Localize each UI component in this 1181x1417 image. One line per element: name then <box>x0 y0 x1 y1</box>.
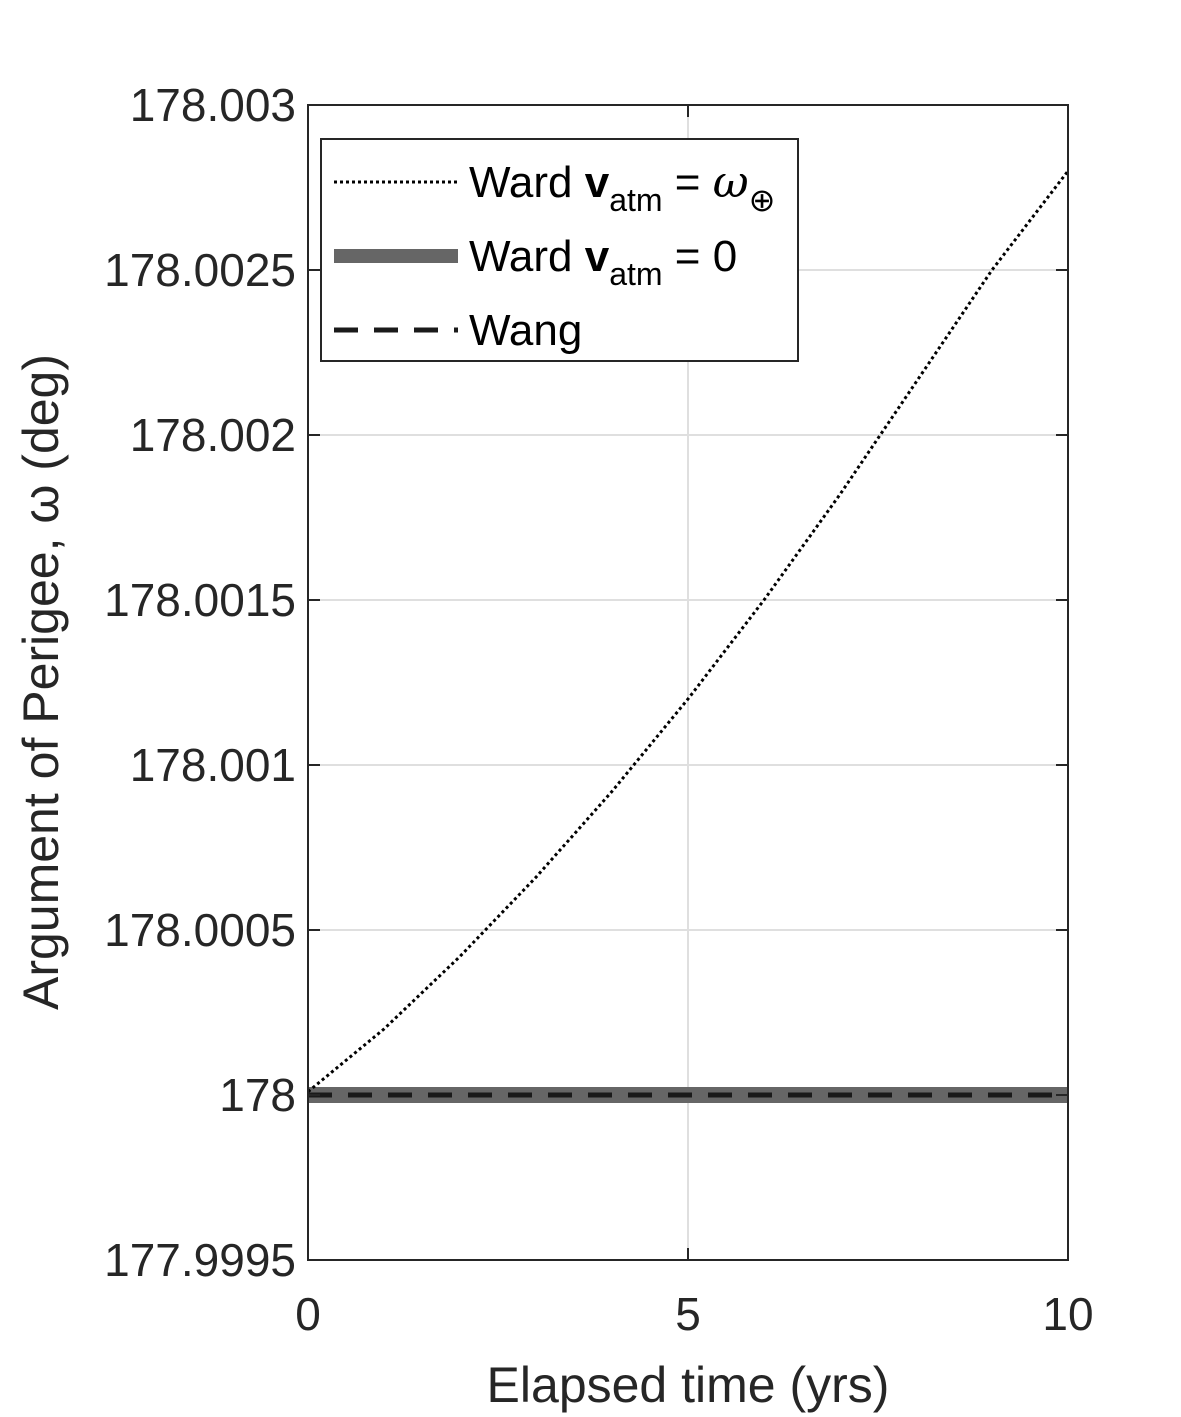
series-layer <box>307 170 1070 1103</box>
y-tick-label: 178.003 <box>130 79 296 131</box>
legend-entry-0: Ward vatm = ω⊕ <box>469 157 775 218</box>
y-tick-label: 178.002 <box>130 409 296 461</box>
legend-entry-2: Wang <box>469 306 582 355</box>
y-tick-label: 177.9995 <box>104 1234 296 1286</box>
y-tick-label: 178.0015 <box>104 574 296 626</box>
y-tick-label: 178 <box>219 1069 296 1121</box>
ticks <box>307 104 1069 1261</box>
legend-entry-1: Ward vatm = 0 <box>469 232 737 292</box>
x-tick-label: 5 <box>675 1288 701 1340</box>
tick-labels: 177.9995 178 178.0005 178.001 178.0015 178.00… <box>104 79 1093 1340</box>
y-tick-label: 178.0025 <box>104 244 296 296</box>
legend: Ward vatm = ω⊕ Ward vatm = 0 Wang <box>320 138 799 362</box>
series-line-0 <box>307 170 1070 1093</box>
x-axis-label: Elapsed time (yrs) <box>487 1357 890 1413</box>
x-tick-label: 0 <box>295 1288 321 1340</box>
x-tick-label: 10 <box>1042 1288 1093 1340</box>
y-tick-label: 178.0005 <box>104 904 296 956</box>
y-tick-label: 178.001 <box>130 739 296 791</box>
y-axis-label: Argument of Perigee, ω (deg) <box>13 354 69 1010</box>
